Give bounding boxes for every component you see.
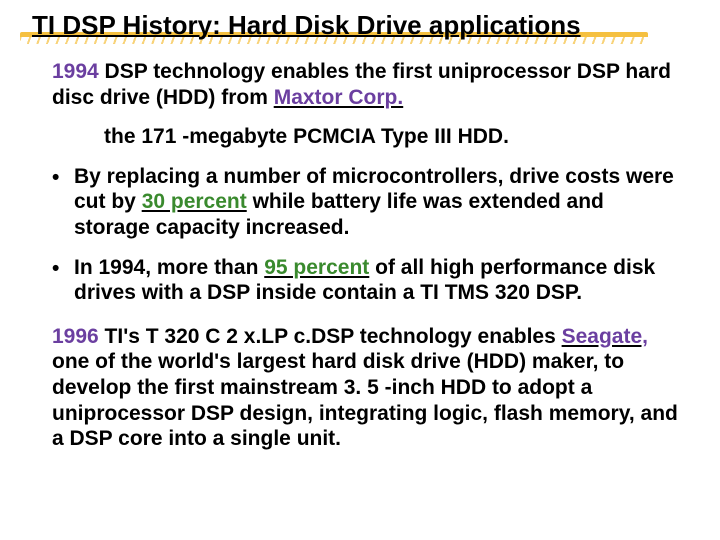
b1-30pct: 30 percent [142, 190, 247, 213]
seagate: Seagate, [562, 325, 648, 348]
para-1994-sub: the 171 -megabyte PCMCIA Type III HDD. [52, 124, 682, 150]
bullet-icon: • [52, 255, 74, 282]
year-1994: 1994 [52, 60, 99, 83]
slide: TI DSP History: Hard Disk Drive applicat… [0, 0, 720, 486]
title-block: TI DSP History: Hard Disk Drive applicat… [32, 10, 688, 41]
slide-title: TI DSP History: Hard Disk Drive applicat… [32, 10, 688, 41]
bullet-2: • In 1994, more than 95 percent of all h… [52, 255, 682, 306]
p1996-d: one of the world's largest hard disk dri… [52, 350, 678, 450]
p1996-b: TI's T 320 C 2 x.LP c.DSP technology ena… [99, 325, 562, 348]
bullet-icon: • [52, 164, 74, 191]
b2-a: In 1994, more than [74, 256, 264, 279]
slide-body: 1994 DSP technology enables the first un… [32, 59, 688, 452]
maxtor: Maxtor Corp. [274, 86, 404, 109]
bullet-1-text: By replacing a number of microcontroller… [74, 164, 682, 241]
para-1996: 1996 TI's T 320 C 2 x.LP c.DSP technolog… [52, 324, 682, 452]
bullet-2-text: In 1994, more than 95 percent of all hig… [74, 255, 682, 306]
b2-95pct: 95 percent [264, 256, 369, 279]
year-1996: 1996 [52, 325, 99, 348]
bullet-1: • By replacing a number of microcontroll… [52, 164, 682, 241]
para-1994: 1994 DSP technology enables the first un… [52, 59, 682, 110]
